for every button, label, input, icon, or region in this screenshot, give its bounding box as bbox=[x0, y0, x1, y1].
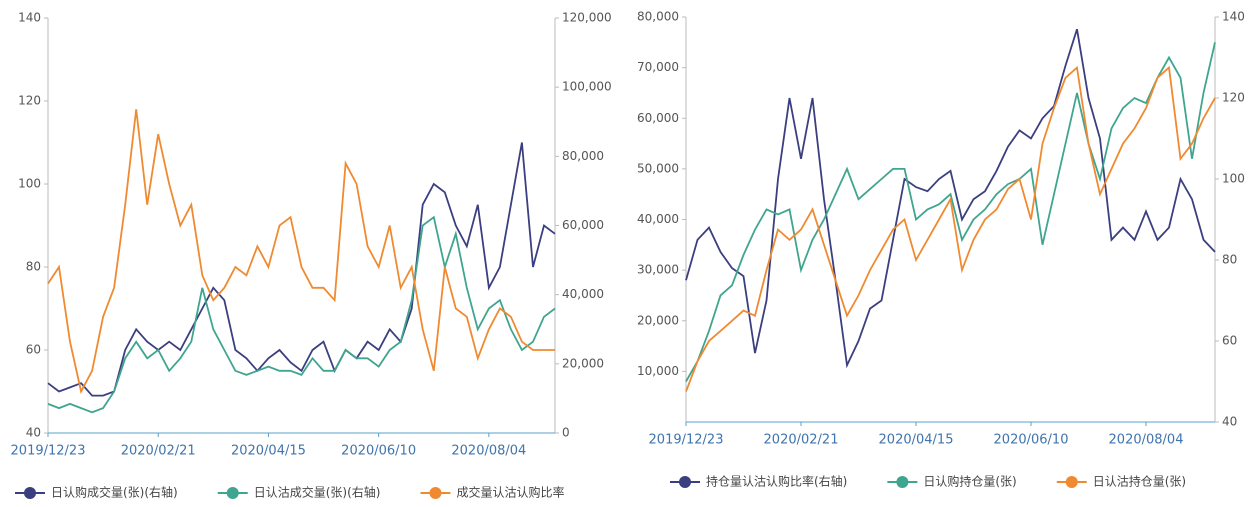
y-tick-label: 60,000 bbox=[637, 111, 679, 125]
legend-label: 成交量认沽认购比率 bbox=[456, 485, 564, 500]
legend-label: 日认沽持仓量(张) bbox=[1093, 474, 1186, 489]
series-line bbox=[685, 65, 1216, 392]
y2-tick-label: 120 bbox=[1222, 91, 1245, 105]
y2-tick-label: 40,000 bbox=[562, 287, 604, 301]
y2-tick-label: 100 bbox=[1222, 172, 1245, 186]
y-tick-label: 70,000 bbox=[637, 60, 679, 74]
legend-label: 日认沽成交量(张)(右轴) bbox=[254, 485, 381, 500]
series-line bbox=[685, 28, 1216, 369]
y-tick-label: 40,000 bbox=[637, 212, 679, 226]
y-tick-label: 120 bbox=[18, 94, 41, 108]
y-tick-label: 20,000 bbox=[637, 313, 679, 327]
x-tick-label: 2019/12/23 bbox=[649, 433, 724, 448]
x-tick-label: 2020/04/15 bbox=[879, 433, 954, 448]
x-tick-label: 2020/08/04 bbox=[1109, 433, 1184, 448]
x-tick-label: 2020/04/15 bbox=[231, 444, 306, 459]
legend-marker bbox=[429, 487, 442, 499]
legend-marker bbox=[679, 476, 691, 488]
legend-marker bbox=[1065, 476, 1078, 488]
y2-tick-label: 0 bbox=[562, 426, 570, 440]
legend-label: 日认购成交量(张)(右轴) bbox=[51, 485, 178, 500]
y-tick-label: 30,000 bbox=[637, 263, 679, 277]
x-tick-label: 2020/02/21 bbox=[121, 444, 196, 459]
y-tick-label: 140 bbox=[18, 11, 41, 25]
x-tick-label: 2020/08/04 bbox=[451, 444, 526, 459]
series-line bbox=[47, 109, 555, 395]
y2-tick-label: 20,000 bbox=[562, 356, 604, 370]
y2-tick-label: 80,000 bbox=[562, 149, 604, 163]
y-tick-label: 60 bbox=[26, 343, 41, 357]
y-tick-label: 80,000 bbox=[637, 10, 679, 24]
y-tick-label: 10,000 bbox=[637, 364, 679, 378]
y-tick-label: 80 bbox=[26, 260, 41, 274]
legend-marker bbox=[226, 487, 239, 499]
legend-marker bbox=[24, 487, 36, 499]
x-tick-label: 2020/06/10 bbox=[341, 444, 416, 459]
legend-label: 持仓量认沽认购比率(右轴) bbox=[706, 474, 847, 489]
y2-tick-label: 60 bbox=[1222, 334, 1237, 348]
legend-label: 日认购持仓量(张) bbox=[923, 474, 1016, 489]
x-tick-label: 2020/02/21 bbox=[764, 433, 839, 448]
series-line bbox=[47, 142, 556, 397]
y2-tick-label: 40 bbox=[1222, 415, 1237, 429]
legend-marker bbox=[896, 476, 909, 488]
y2-tick-label: 140 bbox=[1222, 10, 1245, 24]
y2-tick-label: 120,000 bbox=[562, 11, 612, 25]
y2-tick-label: 60,000 bbox=[562, 218, 604, 232]
series-line bbox=[685, 42, 1216, 382]
x-tick-label: 2020/06/10 bbox=[994, 433, 1069, 448]
series-line bbox=[47, 215, 556, 414]
y2-tick-label: 80 bbox=[1222, 253, 1237, 267]
y-tick-label: 50,000 bbox=[637, 161, 679, 175]
y2-tick-label: 100,000 bbox=[562, 80, 612, 94]
y-tick-label: 40 bbox=[26, 426, 41, 440]
y-tick-label: 100 bbox=[18, 177, 41, 191]
x-tick-label: 2019/12/23 bbox=[11, 444, 86, 459]
